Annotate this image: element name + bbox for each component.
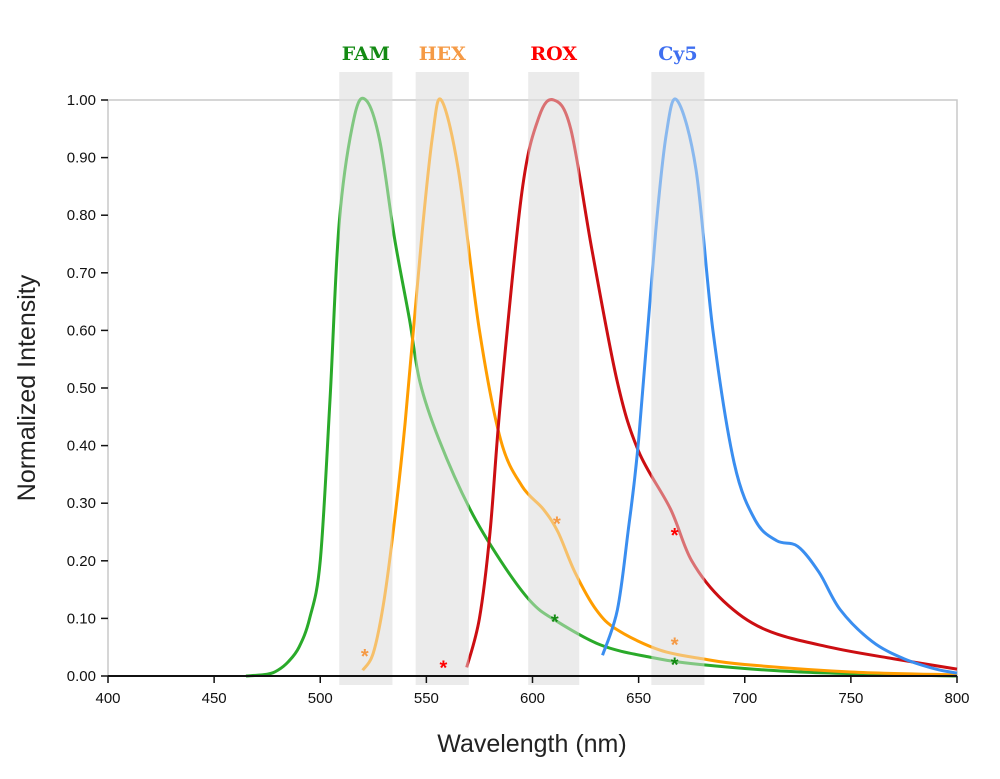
y-tick-label: 0.10 <box>67 610 96 627</box>
x-tick-label: 450 <box>202 690 227 707</box>
series-line-3 <box>601 97 958 675</box>
series-line-0 <box>245 96 958 678</box>
band-label-fam: FAM <box>342 43 390 65</box>
x-tick-label: 750 <box>838 690 863 707</box>
x-axis-label: Wavelength (nm) <box>437 730 626 758</box>
band-label-cy5: Cy5 <box>658 43 697 65</box>
band-overlay-rox <box>528 72 580 685</box>
y-tick-label: 0.30 <box>67 495 96 512</box>
y-tick-label: 0.00 <box>67 668 96 685</box>
y-tick-label: 0.60 <box>67 322 96 339</box>
asterisk-marker: * <box>671 634 679 656</box>
band-fam <box>339 72 393 685</box>
x-tick-label: 700 <box>732 690 757 707</box>
asterisk-marker: * <box>553 513 561 535</box>
y-tick-label: 0.20 <box>67 553 96 570</box>
band-overlay-cy5 <box>651 72 705 685</box>
y-tick-label: 0.90 <box>67 150 96 167</box>
asterisk-marker: * <box>361 646 369 668</box>
band-overlay-fam <box>339 72 393 685</box>
y-tick-label: 0.40 <box>67 438 96 455</box>
x-tick-label: 500 <box>308 690 333 707</box>
x-tick-label: 550 <box>414 690 439 707</box>
asterisk-marker: * <box>439 657 447 679</box>
y-tick-label: 0.80 <box>67 207 96 224</box>
y-tick-label: 1.00 <box>67 92 96 109</box>
band-overlay-hex <box>415 72 469 685</box>
asterisk-marker: * <box>671 655 679 677</box>
series-line-2 <box>465 98 958 671</box>
y-axis-label: Normalized Intensity <box>13 274 41 501</box>
band-rox <box>528 72 580 685</box>
asterisk-marker: * <box>671 525 679 547</box>
band-label-hex: HEX <box>419 43 466 65</box>
x-tick-label: 600 <box>520 690 545 707</box>
y-tick-label: 0.50 <box>67 380 96 397</box>
x-tick-label: 650 <box>626 690 651 707</box>
band-label-rox: ROX <box>530 43 577 65</box>
x-tick-label: 400 <box>95 690 120 707</box>
x-tick-label: 800 <box>944 690 969 707</box>
y-tick-label: 0.70 <box>67 265 96 282</box>
asterisk-marker: * <box>551 611 559 633</box>
